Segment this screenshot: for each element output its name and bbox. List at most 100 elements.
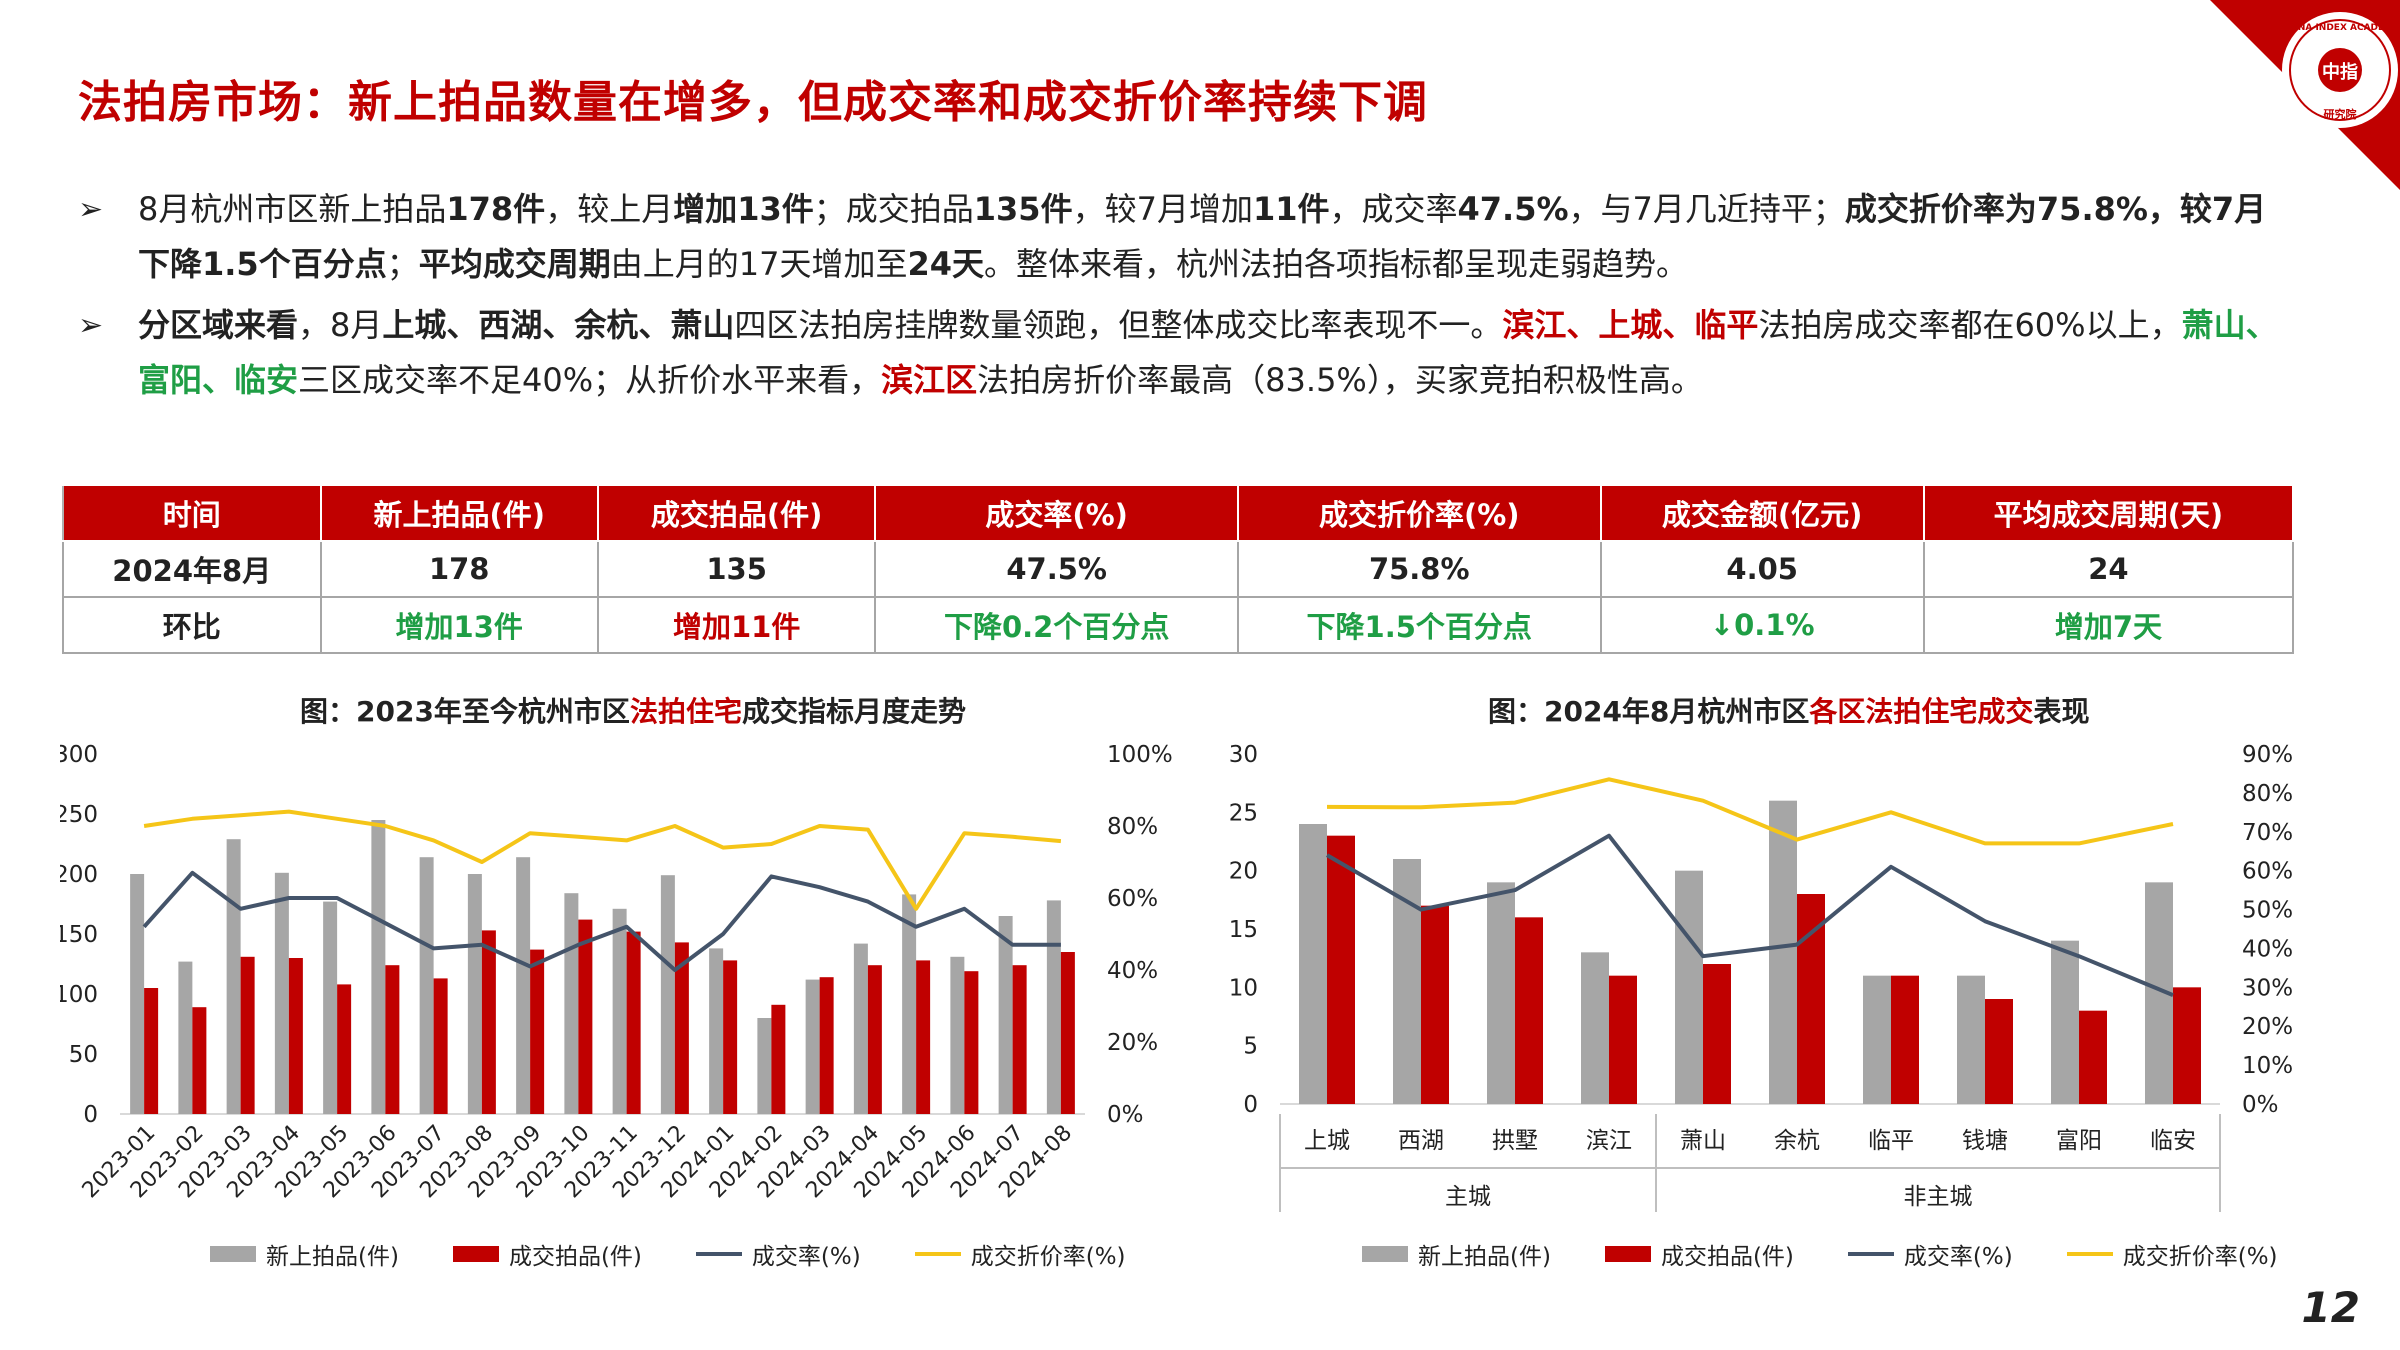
bar-deals: [1327, 835, 1355, 1104]
bar-new-listings: [516, 857, 531, 1114]
bar-new-listings: [1046, 900, 1061, 1114]
x-tick-label: 临安: [2150, 1128, 2196, 1154]
y2-tick-label: 90%: [2242, 742, 2293, 768]
bar-new-listings: [757, 1018, 772, 1114]
x-tick-label: 上城: [1304, 1128, 1350, 1154]
y-tick-label: 100: [60, 982, 98, 1008]
bar-deals: [916, 960, 931, 1114]
y2-tick-label: 30%: [2242, 975, 2293, 1001]
bar-deals: [1012, 965, 1027, 1114]
y-tick-label: 10: [1229, 975, 1258, 1001]
y2-tick-label: 80%: [1107, 814, 1158, 840]
bar-deals: [1985, 999, 2013, 1104]
logo-seal-icon: [2318, 48, 2362, 92]
table-cell: 增加13件: [319, 596, 599, 654]
bar-deals: [867, 965, 882, 1114]
bar-new-listings: [1299, 824, 1327, 1104]
legend-item-deal: 成交拍品(件): [1604, 1237, 1794, 1271]
x-group-label: 主城: [1445, 1184, 1491, 1210]
table-header: 成交拍品(件): [596, 484, 877, 542]
legend-item-new: 新上拍品(件): [1362, 1237, 1551, 1271]
x-tick-label: 滨江: [1586, 1128, 1632, 1154]
table-row: 2024年8月 178 135 47.5% 75.8% 4.05 24: [62, 540, 2295, 598]
table-cell: 2024年8月: [62, 540, 322, 598]
bar-new-listings: [853, 943, 868, 1114]
y2-tick-label: 20%: [2242, 1014, 2293, 1040]
table-cell: 24: [1922, 540, 2295, 598]
bar-new-listings: [1487, 882, 1515, 1104]
bar-deals: [1609, 975, 1637, 1104]
bar-new-listings: [902, 894, 917, 1114]
chart1-legend: 新上拍品(件) 成交拍品(件) 成交率(%) 成交折价率(%): [210, 1237, 1162, 1271]
bar-deals: [723, 960, 738, 1114]
table-header-row: 时间 新上拍品(件) 成交拍品(件) 成交率(%) 成交折价率(%) 成交金额(…: [62, 484, 2295, 542]
bar-deals: [1891, 975, 1919, 1104]
bar-new-listings: [226, 839, 241, 1114]
y-tick-label: 30: [1229, 742, 1258, 768]
y2-tick-label: 40%: [1107, 958, 1158, 984]
bar-deals: [433, 978, 448, 1114]
bar-new-listings: [1863, 975, 1891, 1104]
badge-bottom-text: 研究院: [2324, 107, 2357, 121]
bar-deals: [674, 942, 689, 1114]
y-tick-label: 300: [60, 742, 98, 768]
legend-item-discount: 成交折价率(%): [2066, 1237, 2278, 1271]
table-cell: 178: [319, 540, 599, 598]
bullet-monthly-summary: ➢ 8月杭州市区新上拍品178件，较上月增加13件；成交拍品135件，较7月增加…: [78, 182, 2298, 292]
y-tick-label: 25: [1229, 800, 1258, 826]
chart2-title: 图：2024年8月杭州市区各区法拍住宅成交表现: [1488, 695, 2090, 728]
bar-new-listings: [1769, 800, 1797, 1104]
table-header: 新上拍品(件): [319, 484, 599, 542]
table-cell: 环比: [62, 596, 322, 654]
chart-district-performance: 0 5 10 15 20 25 30 0% 10% 20% 30% 40% 50% 60% 70% 80% 90…: [1229, 742, 2293, 1212]
y-tick-label: 150: [60, 922, 98, 948]
chart2-legend: 新上拍品(件) 成交拍品(件) 成交率(%) 成交折价率(%): [1362, 1237, 2314, 1271]
bar-deals: [1421, 905, 1449, 1104]
bar-deals: [2173, 987, 2201, 1104]
bar-deals: [385, 965, 400, 1114]
bar-deals: [337, 984, 352, 1114]
line-discount-rate: [1326, 777, 2174, 846]
x-tick-label: 拱墅: [1492, 1128, 1538, 1154]
x-tick-label: 余杭: [1774, 1128, 1820, 1154]
legend-item-new: 新上拍品(件): [210, 1237, 399, 1271]
bar-new-listings: [805, 979, 820, 1114]
bar-new-listings: [564, 893, 579, 1114]
bar-new-listings: [1957, 975, 1985, 1104]
x-group-label: 非主城: [1904, 1184, 1973, 1210]
y2-tick-label: 20%: [1107, 1030, 1158, 1056]
bar-new-listings: [1675, 870, 1703, 1104]
bar-deals: [240, 956, 255, 1114]
legend-item-deal: 成交拍品(件): [452, 1237, 642, 1271]
bar-deals: [578, 919, 593, 1114]
academy-badge: 中指 CHINA INDEX ACADEMY 研究院: [2210, 0, 2400, 190]
y2-tick-label: 100%: [1107, 742, 1173, 768]
x-tick-label: 临平: [1868, 1128, 1914, 1154]
x-tick-label: 西湖: [1398, 1128, 1444, 1154]
bar-deals: [2079, 1010, 2107, 1104]
bar-deals: [288, 958, 303, 1114]
y-tick-label: 0: [83, 1102, 98, 1128]
bullet1-text: 8月杭州市区新上拍品178件，较上月增加13件；成交拍品135件，较7月增加11…: [138, 190, 2267, 283]
table-cell: 下降1.5个百分点: [1236, 596, 1602, 654]
bar-deals: [1060, 952, 1075, 1114]
bar-new-listings: [371, 820, 386, 1114]
bullet2-text: 分区域来看，8月上城、西湖、余杭、萧山四区法拍房挂牌数量领跑，但整体成交比率表现…: [138, 306, 2278, 399]
bar-new-listings: [660, 875, 675, 1114]
bar-deals: [1515, 917, 1543, 1104]
bar-new-listings: [467, 874, 482, 1114]
table-cell: 增加7天: [1922, 596, 2295, 654]
y2-tick-label: 0%: [1107, 1102, 1144, 1128]
bar-deals: [819, 977, 834, 1114]
page-title: 法拍房市场：新上拍品数量在增多，但成交率和成交折价率持续下调: [78, 77, 1428, 128]
bar-new-listings: [950, 956, 965, 1114]
legend-item-rate: 成交率(%): [1847, 1237, 2013, 1271]
bar-new-listings: [1581, 952, 1609, 1104]
bar-new-listings: [612, 908, 627, 1114]
bar-deals: [1703, 964, 1731, 1104]
y2-tick-label: 0%: [2242, 1092, 2279, 1118]
bar-new-listings: [998, 916, 1013, 1114]
line-deal-rate: [142, 870, 1061, 972]
bar-deals: [530, 949, 545, 1114]
table-cell: 135: [596, 540, 877, 598]
